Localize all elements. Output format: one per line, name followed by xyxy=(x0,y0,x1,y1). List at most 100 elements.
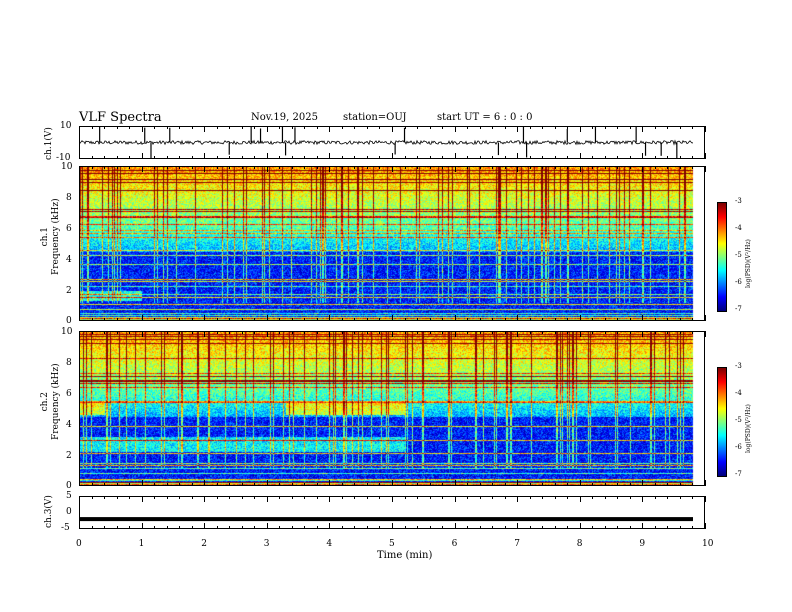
x-tick-label-2: 2 xyxy=(201,539,207,549)
ch2-ytick-6: 6 xyxy=(66,389,72,399)
x-tick-mark xyxy=(329,126,331,132)
x-tick-mark xyxy=(692,156,694,159)
x-tick-mark xyxy=(567,166,569,169)
x-tick-mark xyxy=(366,526,368,529)
ch1-cbar-tick-m4: -4 xyxy=(735,224,742,232)
x-tick-mark xyxy=(291,496,293,499)
x-tick-mark xyxy=(329,496,331,502)
x-tick-mark xyxy=(504,126,506,129)
x-tick-mark xyxy=(579,126,581,132)
ch2-colorbar xyxy=(717,367,727,477)
x-tick-mark xyxy=(329,315,331,321)
x-tick-mark xyxy=(517,331,519,337)
x-tick-label-9: 9 xyxy=(639,539,646,549)
x-tick-mark xyxy=(166,318,168,321)
x-tick-mark xyxy=(554,483,556,486)
ch3-trace-line xyxy=(79,517,693,522)
x-tick-mark xyxy=(579,315,581,321)
x-tick-mark xyxy=(454,480,456,486)
x-tick-mark xyxy=(341,496,343,499)
x-tick-mark xyxy=(104,526,106,529)
x-tick-mark xyxy=(617,126,619,129)
x-axis-label: Time (min) xyxy=(377,550,433,561)
x-tick-mark xyxy=(254,318,256,321)
x-tick-mark xyxy=(116,331,118,334)
x-tick-mark xyxy=(304,496,306,499)
x-tick-mark xyxy=(104,318,106,321)
x-tick-mark xyxy=(341,126,343,129)
x-tick-mark xyxy=(79,331,80,337)
x-tick-mark xyxy=(392,480,393,486)
x-tick-mark xyxy=(429,126,431,129)
x-tick-mark xyxy=(429,526,431,529)
x-tick-mark xyxy=(279,496,281,499)
x-tick-label-6: 6 xyxy=(451,539,458,549)
x-tick-mark xyxy=(291,166,293,169)
x-tick-label-1: 1 xyxy=(138,539,145,549)
x-tick-mark xyxy=(679,483,681,486)
x-tick-mark xyxy=(304,166,306,169)
x-tick-mark xyxy=(291,483,293,486)
x-tick-mark xyxy=(492,166,494,169)
x-tick-mark xyxy=(79,315,80,321)
ch2-ytick-8: 8 xyxy=(66,358,72,368)
x-tick-mark xyxy=(467,496,469,499)
x-tick-mark xyxy=(204,153,206,159)
ch1-trace-line xyxy=(79,139,694,146)
x-tick-mark xyxy=(529,496,531,499)
x-tick-mark xyxy=(191,483,193,486)
x-tick-mark xyxy=(654,526,656,529)
x-tick-mark xyxy=(316,318,318,321)
x-tick-mark xyxy=(654,331,656,334)
x-tick-mark xyxy=(229,526,231,529)
x-tick-mark xyxy=(417,526,419,529)
x-tick-mark xyxy=(479,331,481,334)
start-time-label: start UT = 6 : 0 : 0 xyxy=(437,112,533,123)
x-tick-mark xyxy=(579,496,581,502)
x-tick-mark xyxy=(442,496,444,499)
x-tick-mark xyxy=(654,166,656,169)
x-tick-mark xyxy=(204,480,206,486)
x-tick-mark xyxy=(179,483,181,486)
x-tick-mark xyxy=(404,331,406,334)
x-tick-mark xyxy=(379,126,381,129)
x-tick-mark xyxy=(266,496,268,502)
x-tick-mark xyxy=(529,126,531,129)
ch1-cbar-tick-m6: -6 xyxy=(735,278,742,286)
x-tick-label-10: 10 xyxy=(702,539,714,549)
x-tick-mark xyxy=(266,315,268,321)
x-tick-mark xyxy=(154,331,156,334)
x-tick-mark xyxy=(542,496,544,499)
x-tick-mark xyxy=(404,496,406,499)
x-tick-mark xyxy=(567,126,569,129)
x-tick-mark xyxy=(154,483,156,486)
x-tick-mark xyxy=(404,483,406,486)
x-tick-mark xyxy=(141,331,143,337)
x-tick-mark xyxy=(354,483,356,486)
ch1-ytick-4: 4 xyxy=(66,255,72,265)
x-tick-mark xyxy=(442,331,444,334)
x-tick-mark xyxy=(216,166,218,169)
x-tick-mark xyxy=(467,318,469,321)
x-tick-mark xyxy=(617,166,619,169)
x-tick-mark xyxy=(467,166,469,169)
x-tick-mark xyxy=(642,153,644,159)
x-tick-mark xyxy=(316,526,318,529)
x-tick-mark xyxy=(91,483,93,486)
x-tick-mark xyxy=(141,126,143,132)
x-tick-mark xyxy=(304,156,306,159)
x-tick-mark xyxy=(629,156,631,159)
x-tick-mark xyxy=(467,526,469,529)
x-tick-mark xyxy=(492,318,494,321)
x-tick-mark xyxy=(442,526,444,529)
x-tick-mark xyxy=(341,483,343,486)
x-tick-mark xyxy=(442,483,444,486)
x-tick-mark xyxy=(429,318,431,321)
date-label: Nov.19, 2025 xyxy=(251,112,318,123)
x-tick-mark xyxy=(592,331,594,334)
x-tick-mark xyxy=(316,166,318,169)
x-tick-mark xyxy=(254,483,256,486)
ch1-colorbar xyxy=(717,202,727,312)
x-tick-mark xyxy=(705,153,706,159)
x-tick-mark xyxy=(517,126,519,132)
